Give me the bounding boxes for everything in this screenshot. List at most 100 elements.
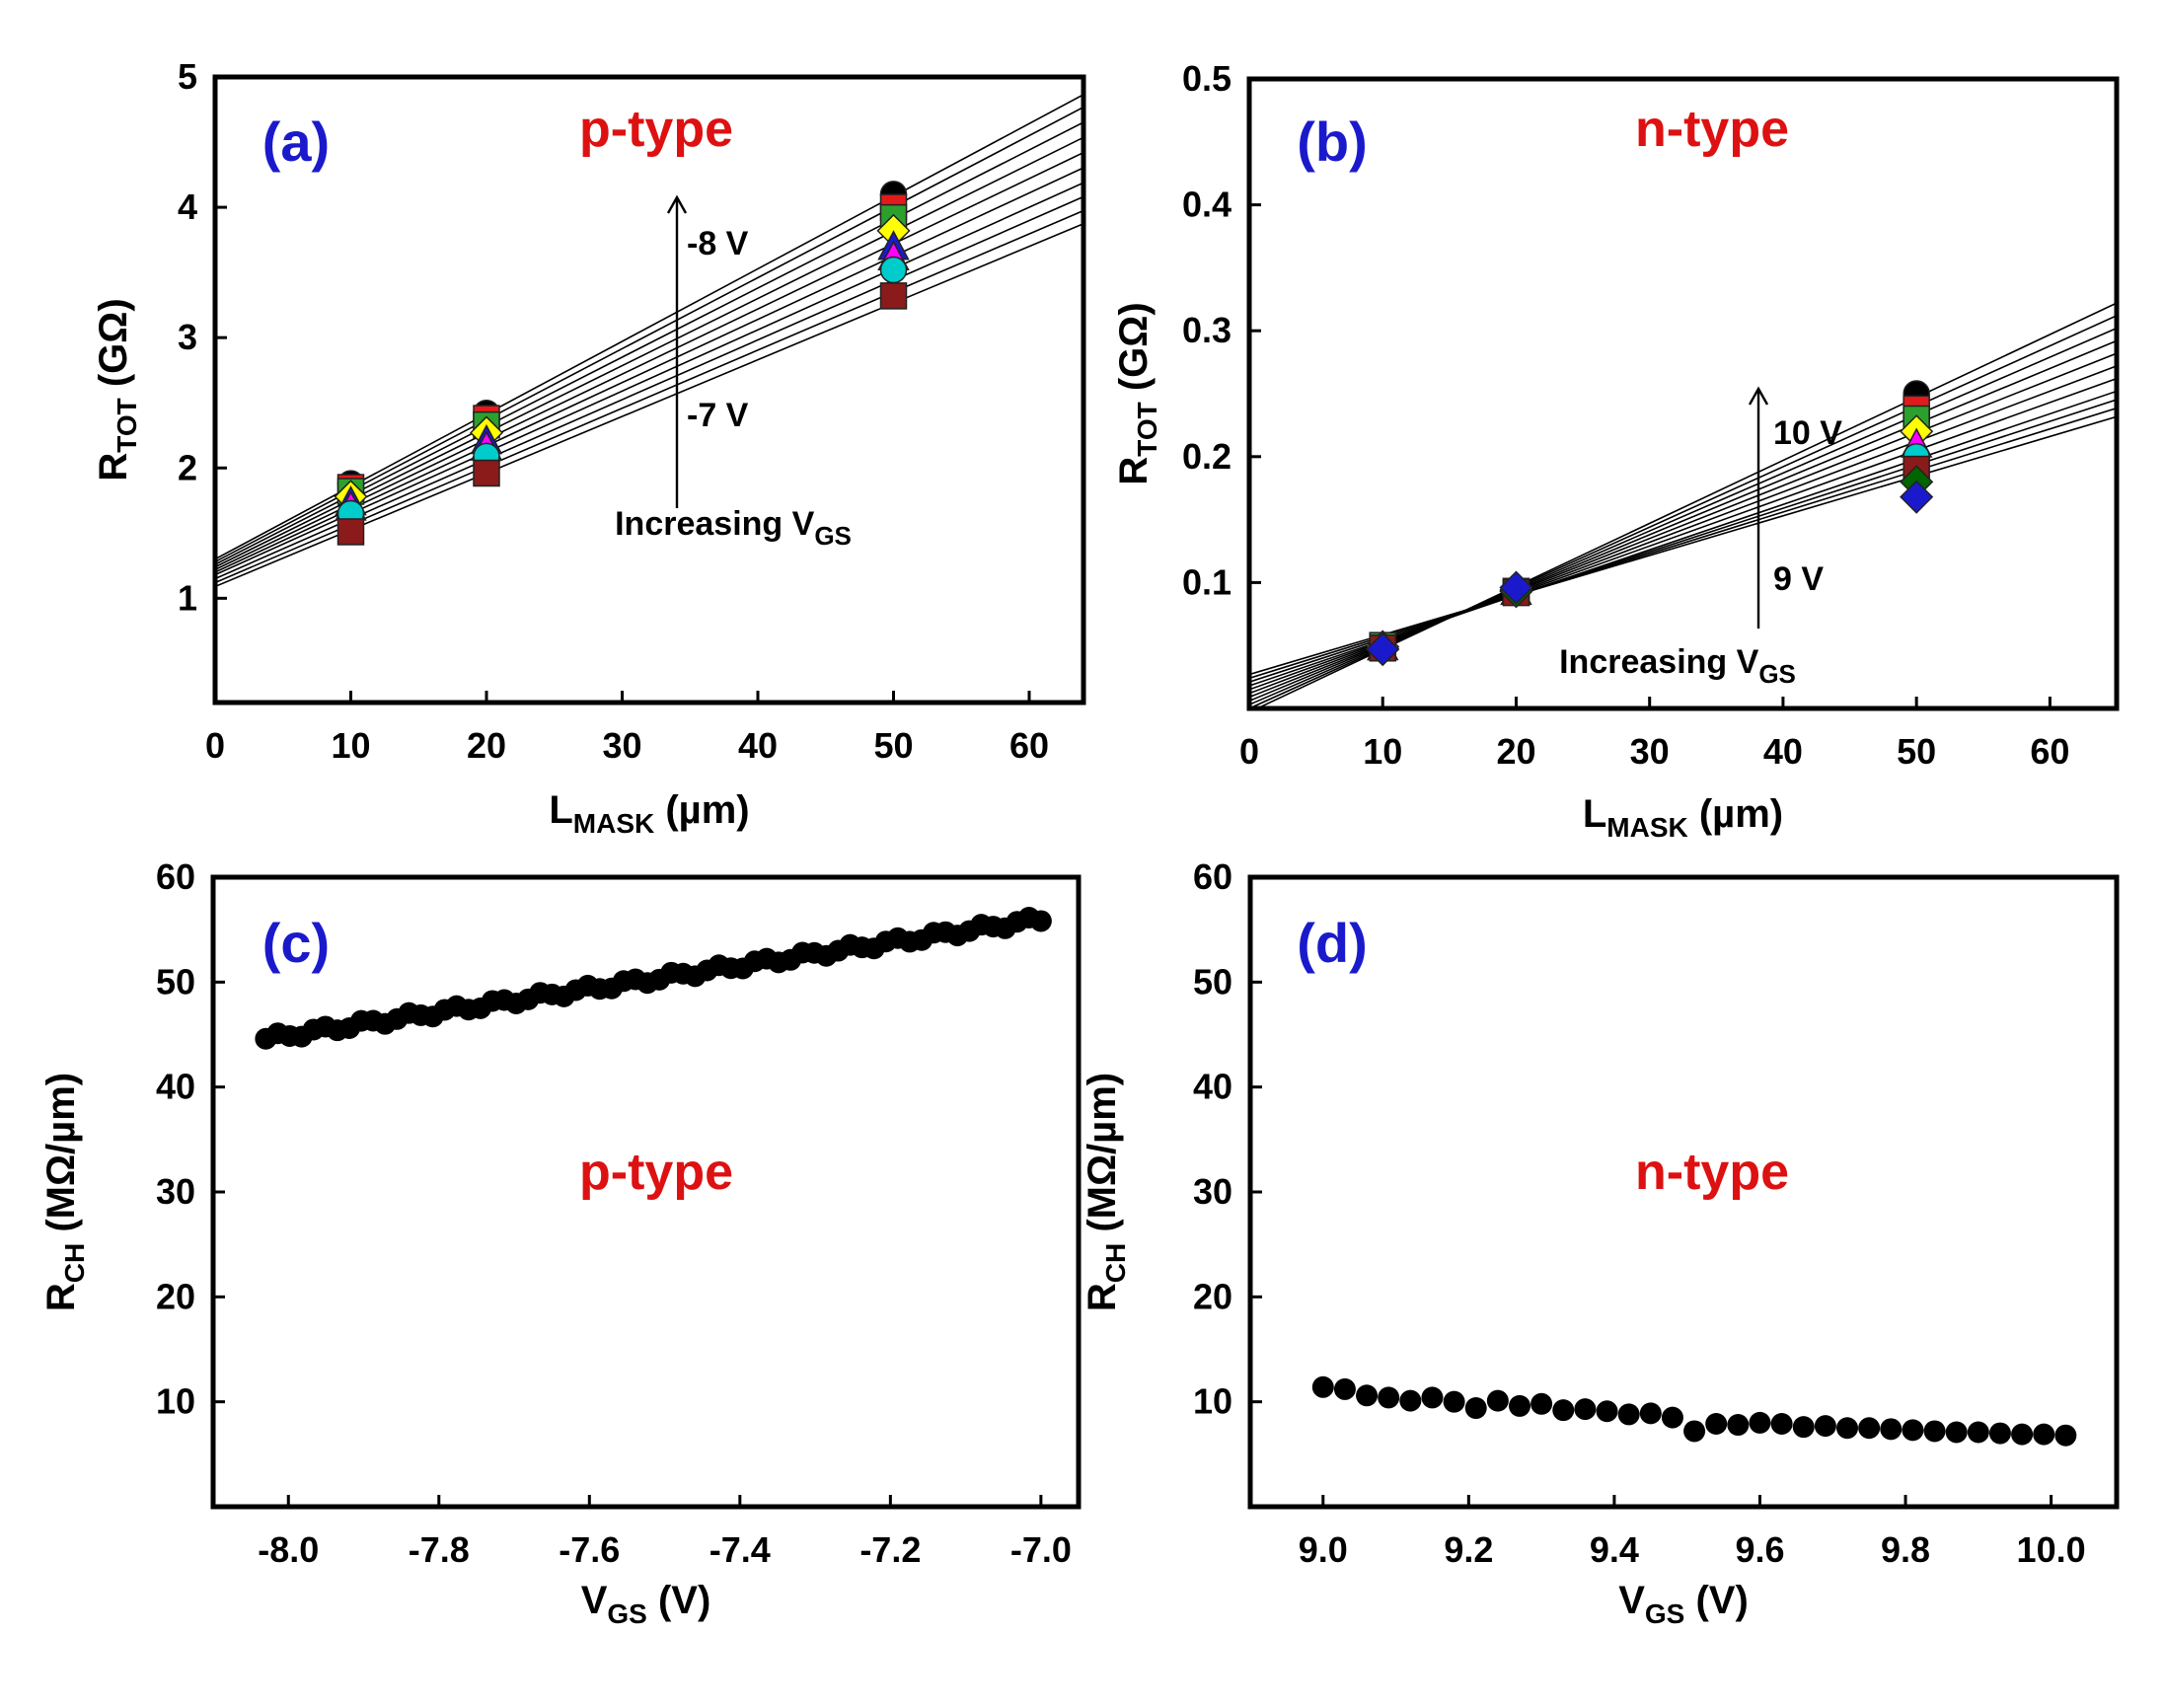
x-tick-label: 50 xyxy=(1897,731,1936,772)
data-point xyxy=(1923,1420,1946,1443)
panel-label: (b) xyxy=(1297,111,1368,173)
x-tick-label: 30 xyxy=(602,725,641,766)
y-axis-label-group: RTOT (GΩ) xyxy=(92,298,142,481)
x-tick-label: -7.4 xyxy=(709,1529,771,1570)
data-points xyxy=(334,181,911,546)
x-axis-label: VGS (V) xyxy=(581,1579,711,1629)
data-point xyxy=(1880,1418,1903,1441)
x-tick-label: 9.8 xyxy=(1881,1529,1930,1570)
x-tick-label: -7.6 xyxy=(559,1529,620,1570)
x-tick-label: 10 xyxy=(331,725,370,766)
data-point xyxy=(1356,1384,1379,1407)
vgs-arrow xyxy=(1748,386,1769,629)
data-point xyxy=(1311,1375,1334,1398)
x-axis-label: VGS (V) xyxy=(1618,1579,1749,1629)
y-tick-label: 10 xyxy=(1193,1381,1232,1422)
y-axis-label: RTOT (GΩ) xyxy=(1112,302,1162,484)
data-point xyxy=(879,256,908,284)
data-point xyxy=(1727,1414,1750,1437)
x-tick-label: 60 xyxy=(2030,731,2069,772)
arrow-head xyxy=(1748,386,1769,406)
type-label: p-type xyxy=(579,101,733,158)
y-tick-label: 60 xyxy=(1193,856,1232,897)
panel-d: 10 20 30 40 50 60 9.0 9.2 9.4 9.6 9.8 10.0 VGS (V) RC… xyxy=(1081,856,2120,1629)
data-point xyxy=(879,282,908,310)
data-point xyxy=(1596,1400,1618,1423)
panel-label: (d) xyxy=(1297,912,1368,974)
x-tick-label: 10.0 xyxy=(2017,1529,2086,1570)
x-tick-label: -7.2 xyxy=(859,1529,921,1570)
x-tick-label: 9.2 xyxy=(1444,1529,1493,1570)
x-axis-label: LMASK (µm) xyxy=(549,788,749,839)
data-point xyxy=(1499,570,1533,605)
data-point xyxy=(1858,1417,1881,1440)
y-axis-label-group: RTOT (GΩ) xyxy=(1112,302,1162,484)
data-point xyxy=(1900,480,1934,514)
type-label: n-type xyxy=(1635,1144,1789,1201)
arrow-head xyxy=(666,194,688,214)
y-axis-label: RCH (MΩ/µm) xyxy=(1081,1073,1131,1311)
x-tick-label: 40 xyxy=(1763,731,1803,772)
data-point xyxy=(1945,1421,1968,1444)
data-point xyxy=(1366,631,1400,667)
annotation-top: -8 V xyxy=(687,225,749,262)
data-point xyxy=(1639,1402,1662,1425)
data-point xyxy=(1333,1377,1356,1400)
x-tick-label: 40 xyxy=(738,725,778,766)
y-tick-label: 30 xyxy=(156,1171,195,1212)
y-tick-label: 0.2 xyxy=(1182,436,1232,477)
y-tick-label: 0.5 xyxy=(1182,58,1232,99)
x-tick-label: -7.0 xyxy=(1010,1529,1072,1570)
data-point xyxy=(1749,1411,1771,1434)
data-point xyxy=(1617,1403,1640,1426)
plot-frame xyxy=(1246,76,2120,711)
panel-label: (c) xyxy=(262,912,330,974)
y-axis-label-group: RCH (MΩ/µm) xyxy=(39,1073,90,1311)
data-points xyxy=(1366,380,1934,667)
data-point xyxy=(1574,1398,1597,1421)
y-tick-label: 50 xyxy=(1193,961,1232,1002)
annotation-top: 10 V xyxy=(1773,414,1842,452)
panel-label: (a) xyxy=(262,111,330,173)
data-point xyxy=(1902,1419,1924,1442)
y-tick-label: 50 xyxy=(156,961,195,1002)
y-tick-label: 40 xyxy=(156,1067,195,1107)
x-tick-label: 9.6 xyxy=(1735,1529,1784,1570)
data-point xyxy=(2054,1424,2077,1447)
x-tick-label: 10 xyxy=(1363,731,1402,772)
data-point xyxy=(1508,1394,1530,1417)
data-point xyxy=(1552,1399,1575,1422)
y-tick-label: 1 xyxy=(178,577,197,618)
annotation-caption: Increasing VGS xyxy=(615,505,852,551)
x-tick-label: 20 xyxy=(467,725,506,766)
data-point xyxy=(1443,1390,1465,1413)
y-axis-label: RTOT (GΩ) xyxy=(92,298,142,481)
data-point xyxy=(1421,1386,1444,1409)
data-point xyxy=(1486,1389,1509,1412)
y-tick-label: 3 xyxy=(178,317,197,357)
y-tick-label: 10 xyxy=(156,1381,195,1422)
panel-c: 10 20 30 40 50 60 -8.0 -7.8 -7.6 -7.4 -7.2 -7.0 VGS … xyxy=(39,856,1082,1629)
data-points xyxy=(255,906,1052,1050)
data-point xyxy=(1967,1421,1989,1444)
data-point xyxy=(1814,1415,1836,1438)
data-point xyxy=(473,459,500,487)
y-tick-label: 40 xyxy=(1193,1067,1232,1107)
x-tick-label: 20 xyxy=(1496,731,1535,772)
data-point xyxy=(2011,1423,2034,1446)
type-label: n-type xyxy=(1635,101,1789,158)
y-tick-label: 0.1 xyxy=(1182,561,1232,602)
fit-line xyxy=(1249,415,2117,676)
annotation-bottom: 9 V xyxy=(1773,560,1824,598)
y-axis-label: RCH (MΩ/µm) xyxy=(39,1073,90,1311)
data-point xyxy=(1683,1420,1706,1443)
x-tick-label: 30 xyxy=(1630,731,1670,772)
data-point xyxy=(1530,1392,1553,1415)
vgs-arrow xyxy=(666,194,688,508)
y-tick-label: 20 xyxy=(156,1276,195,1316)
x-tick-label: 0 xyxy=(1239,731,1259,772)
data-point xyxy=(1836,1417,1859,1440)
data-point xyxy=(1988,1422,2011,1445)
